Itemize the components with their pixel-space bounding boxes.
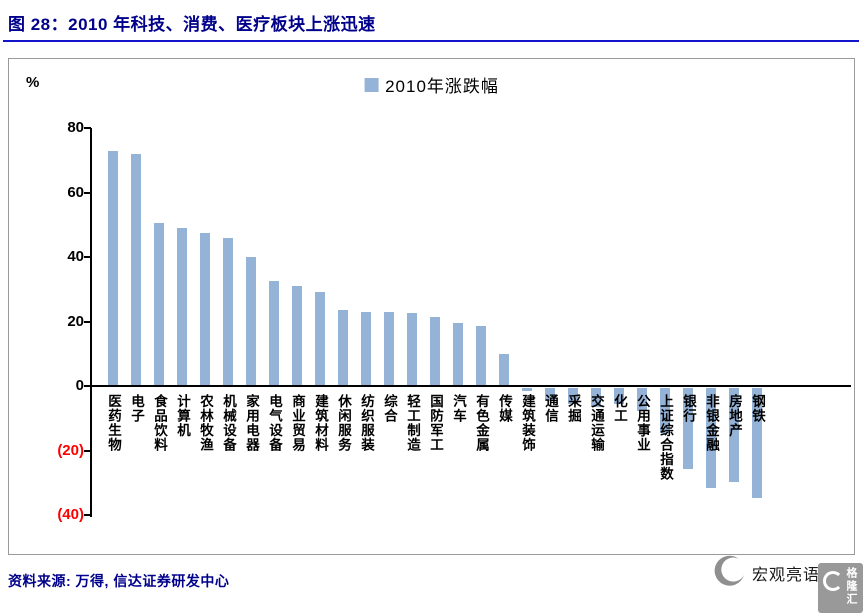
- category-label: 汽车: [451, 394, 466, 423]
- logo-ring-icon: [823, 571, 843, 591]
- bar: [591, 388, 601, 408]
- bar: [752, 388, 762, 498]
- bar: [407, 313, 417, 386]
- category-label: 商业贸易: [290, 394, 305, 452]
- bar: [729, 388, 739, 482]
- category-label: 农林牧渔: [198, 394, 213, 452]
- category-label: 建筑材料: [313, 394, 328, 452]
- bar: [476, 326, 486, 386]
- y-tick-mark: [84, 191, 91, 194]
- bar: [683, 388, 693, 469]
- bar: [614, 388, 624, 405]
- category-label: 计算机: [175, 394, 190, 438]
- title-underline: [3, 40, 859, 42]
- category-label: 有色金属: [474, 394, 489, 452]
- bar: [361, 311, 371, 386]
- bar: [200, 232, 210, 386]
- y-tick-label: (40): [57, 506, 84, 523]
- bar: [269, 281, 279, 386]
- y-tick-label: 0: [75, 377, 84, 394]
- category-label: 传媒: [497, 394, 512, 423]
- category-label: 纺织服装: [359, 394, 374, 452]
- bar: [246, 257, 256, 386]
- bar: [660, 388, 670, 434]
- y-tick-mark: [84, 514, 91, 516]
- bar: [430, 316, 440, 386]
- y-tick-label: 20: [67, 312, 84, 330]
- category-label: 公用事业: [635, 394, 650, 452]
- category-label: 建筑装饰: [520, 394, 535, 452]
- bar: [338, 310, 348, 386]
- category-label: 国防军工: [428, 394, 443, 452]
- bar: [177, 227, 187, 386]
- y-tick-label: 80: [67, 119, 84, 136]
- category-label: 综合: [382, 394, 397, 423]
- figure-title: 图 28：2010 年科技、消费、医疗板块上涨迅速: [8, 15, 376, 34]
- category-label: 电子: [129, 394, 144, 423]
- category-label: 休闲服务: [336, 394, 351, 452]
- legend-swatch: [364, 77, 379, 92]
- bar: [131, 153, 141, 386]
- gelonghui-logo: 格隆汇: [818, 563, 863, 613]
- category-label: 化工: [612, 394, 627, 423]
- category-label: 轻工制造: [405, 394, 420, 452]
- watermark-swoosh-icon: [714, 555, 744, 586]
- logo-text: 格隆汇: [845, 567, 857, 606]
- y-tick-label: (20): [57, 441, 84, 459]
- y-tick-label: 60: [67, 183, 84, 201]
- watermark-text: 宏观亮语: [752, 567, 821, 584]
- category-label: 采掘: [566, 394, 581, 423]
- bar: [637, 388, 647, 411]
- category-label: 医药生物: [106, 394, 121, 452]
- source-note: 资料来源: 万得, 信达证券研发中心: [8, 573, 230, 589]
- category-label: 非银金融: [704, 394, 719, 452]
- y-tick-mark: [84, 256, 91, 258]
- category-label: 通信: [543, 394, 558, 423]
- y-tick-mark: [84, 320, 91, 323]
- y-axis-unit-label: %: [26, 74, 40, 91]
- bar: [453, 323, 463, 386]
- category-label: 上证综合指数: [658, 394, 673, 481]
- bar: [108, 150, 118, 386]
- y-axis-line: [90, 128, 92, 517]
- bar: [499, 353, 509, 386]
- bar: [315, 292, 325, 386]
- y-tick-mark: [84, 127, 91, 129]
- bar: [522, 388, 532, 392]
- bar: [706, 388, 716, 488]
- legend-label: 2010年涨跌幅: [385, 77, 499, 96]
- category-label: 银行: [681, 394, 696, 423]
- bar: [568, 388, 578, 405]
- bar: [154, 223, 164, 386]
- legend: 2010年涨跌幅: [364, 72, 499, 97]
- x-axis-line: [90, 385, 851, 387]
- y-tick-mark: [84, 449, 91, 452]
- category-label: 房地产: [727, 394, 742, 438]
- bar: [292, 286, 302, 386]
- y-tick-label: 40: [67, 248, 84, 265]
- bar: [223, 237, 233, 386]
- category-label: 钢铁: [750, 394, 765, 423]
- bar: [545, 388, 555, 401]
- y-tick-mark: [84, 385, 91, 387]
- category-label: 机械设备: [221, 394, 236, 452]
- category-label: 交通运输: [589, 394, 604, 452]
- category-label: 电气设备: [267, 394, 282, 452]
- category-label: 家用电器: [244, 394, 259, 452]
- bar: [384, 311, 394, 386]
- category-label: 食品饮料: [152, 394, 167, 452]
